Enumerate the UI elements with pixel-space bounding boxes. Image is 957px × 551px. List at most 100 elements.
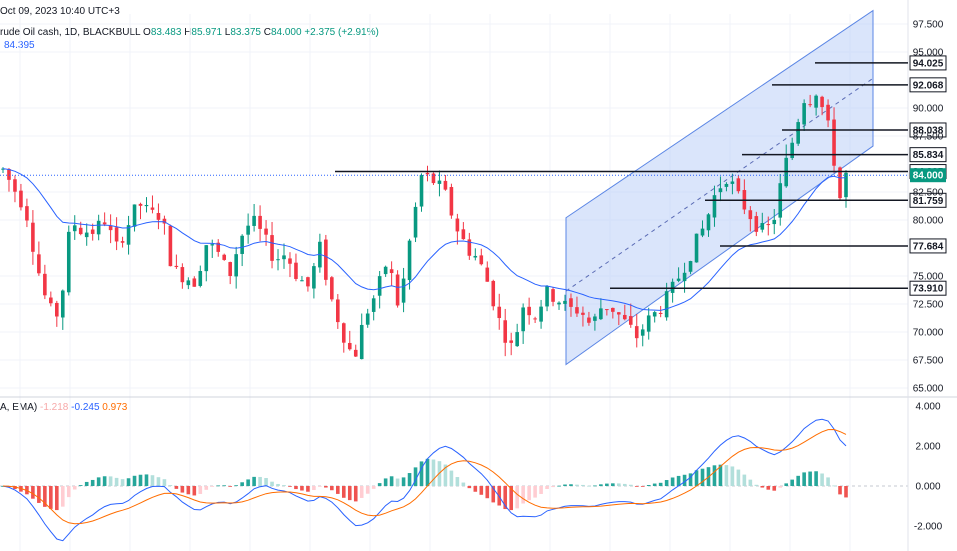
ma-legend: 84.395 xyxy=(4,40,35,51)
candle-body xyxy=(138,203,143,206)
candle-body xyxy=(84,232,89,238)
macd-hist-bar xyxy=(748,479,753,486)
candle-body xyxy=(174,265,179,268)
candle-body xyxy=(557,302,561,305)
macd-hist-bar xyxy=(252,476,256,486)
macd-hist-bar xyxy=(389,476,394,486)
candle-body xyxy=(66,231,71,293)
candle-body xyxy=(497,306,502,319)
macd-hist-bar xyxy=(760,486,765,488)
macd-hist-bar xyxy=(449,470,454,486)
candle-body xyxy=(246,225,250,235)
macd-hist-bar xyxy=(491,486,496,503)
macd-hist-bar xyxy=(419,461,424,486)
macd-hist-bar xyxy=(132,475,137,486)
current-price-value: 84.000 xyxy=(913,171,944,182)
macd-hist-bar xyxy=(138,474,143,486)
macd-hist-bar xyxy=(736,469,741,486)
macd-hist-bar xyxy=(718,464,723,486)
candle-body xyxy=(228,262,232,277)
candle-body xyxy=(515,332,519,347)
candle-body xyxy=(383,266,388,275)
candle-body xyxy=(365,313,370,325)
macd-hist-bar xyxy=(234,485,238,487)
candle-body xyxy=(144,204,149,207)
candle-body xyxy=(628,316,633,325)
candle-body xyxy=(395,274,400,306)
macd-hist-bar xyxy=(228,486,232,487)
macd-hist-bar xyxy=(676,475,681,486)
candle-body xyxy=(270,235,274,261)
candle-body xyxy=(790,142,794,159)
macd-hist-bar xyxy=(766,486,771,490)
candle-body xyxy=(204,245,209,272)
macd-hist-bar xyxy=(473,486,478,492)
macd-hist-bar xyxy=(162,479,167,486)
candle-body xyxy=(551,289,555,302)
price-axis-tick: 72.500 xyxy=(913,300,944,311)
candle-body xyxy=(832,119,836,166)
price-axis-tick: 87.500 xyxy=(913,132,944,143)
candle-body xyxy=(120,241,125,243)
candle-body xyxy=(844,172,848,198)
macd-hist-bar xyxy=(282,485,286,486)
macd-hist-bar xyxy=(599,484,603,486)
close-value: 84.000 xyxy=(270,27,302,38)
current-price-badge xyxy=(910,168,946,183)
candle-body xyxy=(718,188,723,193)
low-value: 83.375 xyxy=(230,27,261,38)
macd-hist-bar xyxy=(790,479,794,486)
macd-hist-bar xyxy=(288,486,292,487)
macd-hist-bar xyxy=(407,473,412,486)
price-axis-tick: 90.000 xyxy=(913,104,944,115)
macd-hist-bar xyxy=(724,465,729,486)
macd-hist-bar xyxy=(306,486,310,492)
candle-body xyxy=(670,281,675,293)
candle-body xyxy=(19,190,23,208)
candle-body xyxy=(449,187,454,216)
macd-hist-bar xyxy=(467,486,472,489)
macd-hist-bar xyxy=(652,483,657,486)
macd-hist-bar xyxy=(192,486,197,496)
macd-axis-tick: 2.000 xyxy=(915,442,940,453)
candle-body xyxy=(796,122,800,144)
candle-body xyxy=(826,104,830,121)
macd-hist-bar xyxy=(820,473,824,486)
macd-hist-bar xyxy=(222,485,227,487)
macd-hist-bar xyxy=(377,483,382,486)
candle-body xyxy=(419,175,424,207)
macd-hist-bar xyxy=(545,486,549,489)
macd-hist-bar xyxy=(13,486,17,490)
candle-body xyxy=(210,244,215,246)
macd-line-value: -0.245 xyxy=(71,402,100,413)
candle-body xyxy=(545,286,549,307)
candle-body xyxy=(1,168,5,170)
candle-body xyxy=(162,218,167,224)
macd-hist-bar xyxy=(772,486,777,491)
macd-line xyxy=(2,418,847,542)
candle-body xyxy=(353,349,358,357)
candle-body xyxy=(114,227,119,242)
candle-body xyxy=(37,254,41,274)
candle-body xyxy=(611,307,615,312)
candle-body xyxy=(694,233,699,263)
high-value: 85.971 xyxy=(191,27,223,38)
candle-body xyxy=(581,312,585,315)
candle-body xyxy=(258,215,262,229)
candle-body xyxy=(622,314,627,320)
candle-body xyxy=(640,329,645,336)
macd-hist-bar xyxy=(108,476,113,486)
macd-hist-bar xyxy=(156,477,161,486)
macd-hist-bar xyxy=(114,477,119,486)
candle-body xyxy=(371,298,376,312)
candle-body xyxy=(108,225,113,231)
macd-hist-bar xyxy=(210,486,215,487)
macd-axis-tick: 4.000 xyxy=(915,402,940,413)
candle-body xyxy=(533,318,537,320)
price-axis-tick: 70.000 xyxy=(913,328,944,339)
price-axis-tick: 80.000 xyxy=(913,216,944,227)
macd-hist-bar xyxy=(796,475,800,486)
candle-body xyxy=(676,278,681,281)
candle-body xyxy=(198,270,203,286)
